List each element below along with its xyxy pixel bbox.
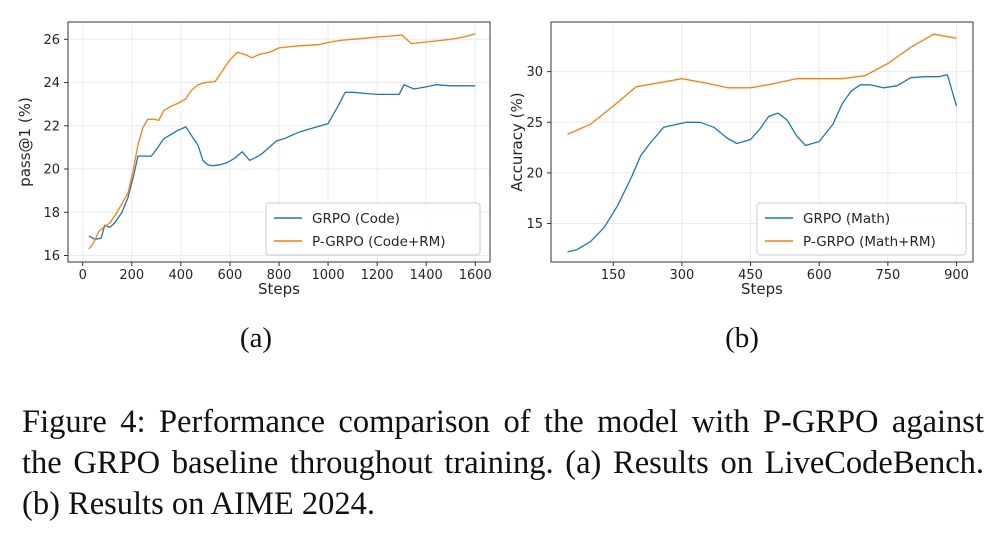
figure-charts: 0 200 400 600 800 1000 1200 1400 1600 16 18 20 22 24 2… (16, 21, 974, 298)
x-tick-label: 800 (267, 268, 292, 283)
y-tick-label: 18 (43, 206, 60, 221)
figure-caption: Figure 4: Performance comparison of the … (22, 404, 984, 522)
legend-label: GRPO (Math) (803, 211, 890, 227)
y-tick-label: 25 (526, 116, 543, 131)
x-tick-label: 1000 (312, 268, 345, 283)
x-tick-label: 900 (944, 268, 969, 283)
y-tick-label: 15 (526, 217, 543, 232)
plot-frame (550, 21, 974, 263)
series-line-grpo (88, 84, 476, 240)
y-tick-label: 20 (43, 163, 60, 178)
y-tick-label: 20 (526, 166, 543, 181)
subplot-label-a: (a) (239, 322, 273, 354)
x-tick-label: 1600 (459, 268, 492, 283)
x-tick-label: 300 (669, 268, 694, 283)
x-tick-label: 400 (168, 268, 193, 283)
x-tick-label: 1200 (361, 268, 394, 283)
chart-a: 0 200 400 600 800 1000 1200 1400 1600 16 18 20 22 24 2… (16, 21, 492, 298)
x-tick-label: 600 (218, 268, 243, 283)
x-tick-label: 200 (119, 268, 144, 283)
x-tick-label: 150 (601, 268, 626, 283)
legend-box (756, 202, 967, 256)
subplot-label-b: (b) (725, 322, 759, 354)
series-line-pgrpo (88, 33, 476, 250)
y-tick-label: 24 (43, 76, 60, 91)
x-axis-label: Steps (741, 280, 783, 298)
y-tick-label: 22 (43, 119, 60, 134)
y-tick-label: 26 (43, 33, 60, 48)
y-axis-label: Accuracy (%) (508, 92, 526, 191)
x-axis-label: Steps (258, 280, 300, 298)
y-axis-label: pass@1 (%) (16, 97, 34, 187)
legend-label: P-GRPO (Code+RM) (312, 234, 446, 250)
legend-box (265, 202, 481, 256)
x-tick-label: 1400 (410, 268, 443, 283)
series-line-grpo (567, 74, 958, 253)
legend-label: GRPO (Code) (312, 211, 400, 227)
x-tick-label: 0 (79, 268, 87, 283)
x-tick-label: 450 (738, 268, 763, 283)
y-tick-label: 16 (43, 249, 60, 264)
series-line-pgrpo (567, 33, 957, 135)
chart-b: 150 300 450 600 750 900 15 20 25 30 Steps Accuracy … (508, 21, 974, 298)
x-tick-label: 750 (875, 268, 900, 283)
legend-label: P-GRPO (Math+RM) (803, 234, 936, 250)
x-tick-label: 600 (807, 268, 832, 283)
y-tick-label: 30 (526, 65, 543, 80)
